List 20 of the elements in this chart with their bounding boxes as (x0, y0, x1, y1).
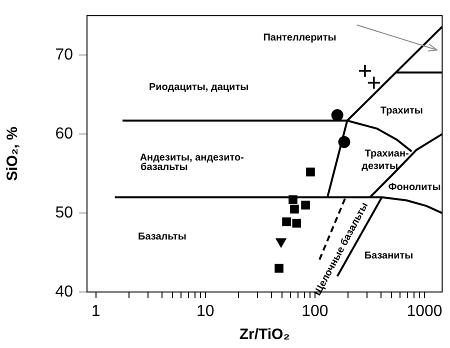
x-tick-label: 10 (196, 303, 214, 320)
x-axis-title: Zr/TiO₂ (239, 326, 290, 344)
y-tick-label: 40 (55, 283, 74, 300)
annotation: Пантеллериты (263, 32, 336, 44)
annotation: дезиты (362, 160, 398, 172)
annotation: Фонолиты (388, 182, 441, 193)
annotation: Андезиты, андезито- (140, 152, 244, 164)
annotation: Базаниты (364, 250, 414, 262)
x-tick-label: 1000 (406, 303, 442, 320)
annotation: Трахиан- (364, 148, 409, 160)
y-tick-label: 60 (55, 125, 74, 142)
annotation: Базальты (138, 231, 186, 242)
y-tick-label: 50 (55, 204, 74, 222)
annotation: базальты (140, 162, 188, 173)
x-tick-label: 100 (302, 303, 328, 320)
annotation: Трахиты (380, 106, 423, 117)
y-tick-label: 70 (55, 46, 74, 64)
x-tick-label: 1 (91, 303, 100, 320)
y-axis-title: SiO₂, % (4, 126, 22, 181)
annotation: Риодациты, дациты (148, 82, 249, 93)
